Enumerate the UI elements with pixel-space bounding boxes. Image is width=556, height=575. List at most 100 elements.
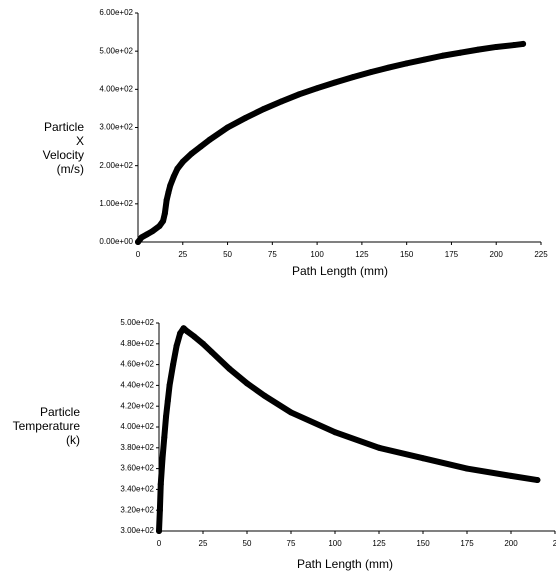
x-axis-label: Path Length (mm)	[297, 557, 393, 571]
y-tick-label: 4.20e+02	[120, 401, 154, 410]
y-tick-label: 5.00e+02	[120, 318, 154, 327]
data-point	[167, 182, 174, 189]
data-point	[179, 158, 186, 165]
data-point	[439, 52, 446, 59]
data-point	[184, 328, 191, 335]
y-axis-label: (m/s)	[57, 162, 84, 176]
y-tick-label: 4.40e+02	[120, 381, 154, 390]
data-point	[160, 218, 167, 225]
x-tick-label: 100	[310, 250, 324, 259]
x-tick-label: 125	[372, 539, 386, 548]
data-point	[156, 222, 163, 229]
data-point	[261, 392, 268, 399]
data-point	[288, 409, 294, 416]
x-tick-label: 0	[157, 539, 162, 548]
data-point	[420, 455, 426, 462]
data-point	[367, 69, 374, 76]
x-tick-label: 25	[199, 539, 208, 548]
data-point	[200, 340, 206, 347]
data-point	[511, 42, 518, 49]
y-tick-label: 3.60e+02	[120, 464, 154, 473]
y-tick-label: 6.00e+02	[99, 8, 133, 17]
x-tick-label: 50	[243, 539, 252, 548]
x-tick-label: 225	[534, 250, 548, 259]
data-point	[156, 528, 162, 534]
data-point	[208, 349, 215, 356]
data-point	[242, 114, 249, 121]
data-point	[534, 477, 541, 484]
data-point	[244, 380, 250, 387]
y-tick-label: 0.00e+00	[99, 237, 133, 246]
y-tick-label: 4.00e+02	[120, 422, 154, 431]
y-tick-label: 3.40e+02	[120, 485, 154, 494]
x-tick-label: 150	[400, 250, 414, 259]
data-point	[278, 98, 285, 105]
data-point	[475, 46, 482, 53]
x-tick-label: 100	[328, 539, 342, 548]
data-point	[173, 342, 180, 349]
data-point	[170, 361, 177, 368]
x-tick-label: 25	[178, 250, 187, 259]
y-axis-label: Particle	[40, 405, 80, 419]
data-point	[197, 143, 204, 150]
data-line	[135, 40, 527, 245]
data-point	[156, 507, 163, 514]
data-point	[296, 91, 303, 98]
y-axis-label: Velocity	[43, 148, 84, 162]
data-point	[149, 228, 156, 235]
data-point	[174, 165, 181, 172]
x-axis-label: Path Length (mm)	[292, 264, 388, 278]
data-point	[332, 429, 338, 436]
y-tick-label: 4.80e+02	[120, 339, 154, 348]
data-point	[376, 444, 382, 451]
data-point	[177, 330, 184, 337]
y-axis-label: X	[76, 134, 84, 148]
data-point	[226, 365, 233, 372]
x-tick-label: 50	[223, 250, 232, 259]
x-tick-label: 200	[490, 250, 504, 259]
data-line	[156, 325, 541, 534]
y-tick-label: 1.00e+02	[99, 199, 133, 208]
data-point	[165, 189, 172, 196]
y-tick-label: 2.00e+02	[99, 161, 133, 170]
data-point	[161, 210, 168, 217]
y-tick-label: 3.00e+02	[99, 123, 133, 132]
data-point	[403, 60, 410, 67]
y-tick-label: 5.00e+02	[99, 46, 133, 55]
y-tick-label: 3.20e+02	[120, 505, 154, 514]
y-axis-label: Particle	[44, 120, 84, 134]
data-point	[163, 197, 170, 204]
x-tick-label: 150	[416, 539, 430, 548]
data-point	[157, 481, 164, 488]
data-point	[143, 231, 150, 238]
data-point	[224, 124, 231, 131]
data-point	[260, 106, 267, 113]
x-tick-label: 175	[460, 539, 474, 548]
y-axis-label: Temperature	[13, 419, 81, 433]
data-point	[464, 465, 470, 472]
x-tick-label: 0	[136, 250, 141, 259]
x-tick-label: 175	[445, 250, 459, 259]
x-tick-label: 75	[287, 539, 296, 548]
x-tick-label: 125	[355, 250, 369, 259]
data-point	[457, 49, 464, 56]
y-axis-label: (k)	[66, 433, 80, 447]
y-tick-label: 4.60e+02	[120, 360, 154, 369]
data-point	[188, 150, 195, 157]
data-point	[520, 40, 527, 47]
data-point	[135, 239, 141, 245]
y-tick-label: 4.00e+02	[99, 84, 133, 93]
data-point	[159, 455, 166, 462]
data-point	[191, 333, 198, 340]
data-point	[161, 434, 168, 441]
data-point	[332, 79, 339, 86]
data-point	[206, 136, 213, 143]
data-point	[421, 56, 428, 63]
data-point	[314, 85, 321, 92]
x-tick-label: 200	[504, 539, 518, 548]
y-tick-label: 3.80e+02	[120, 443, 154, 452]
data-point	[493, 43, 500, 50]
x-tick-label: 2	[553, 539, 556, 548]
data-point	[170, 173, 177, 180]
